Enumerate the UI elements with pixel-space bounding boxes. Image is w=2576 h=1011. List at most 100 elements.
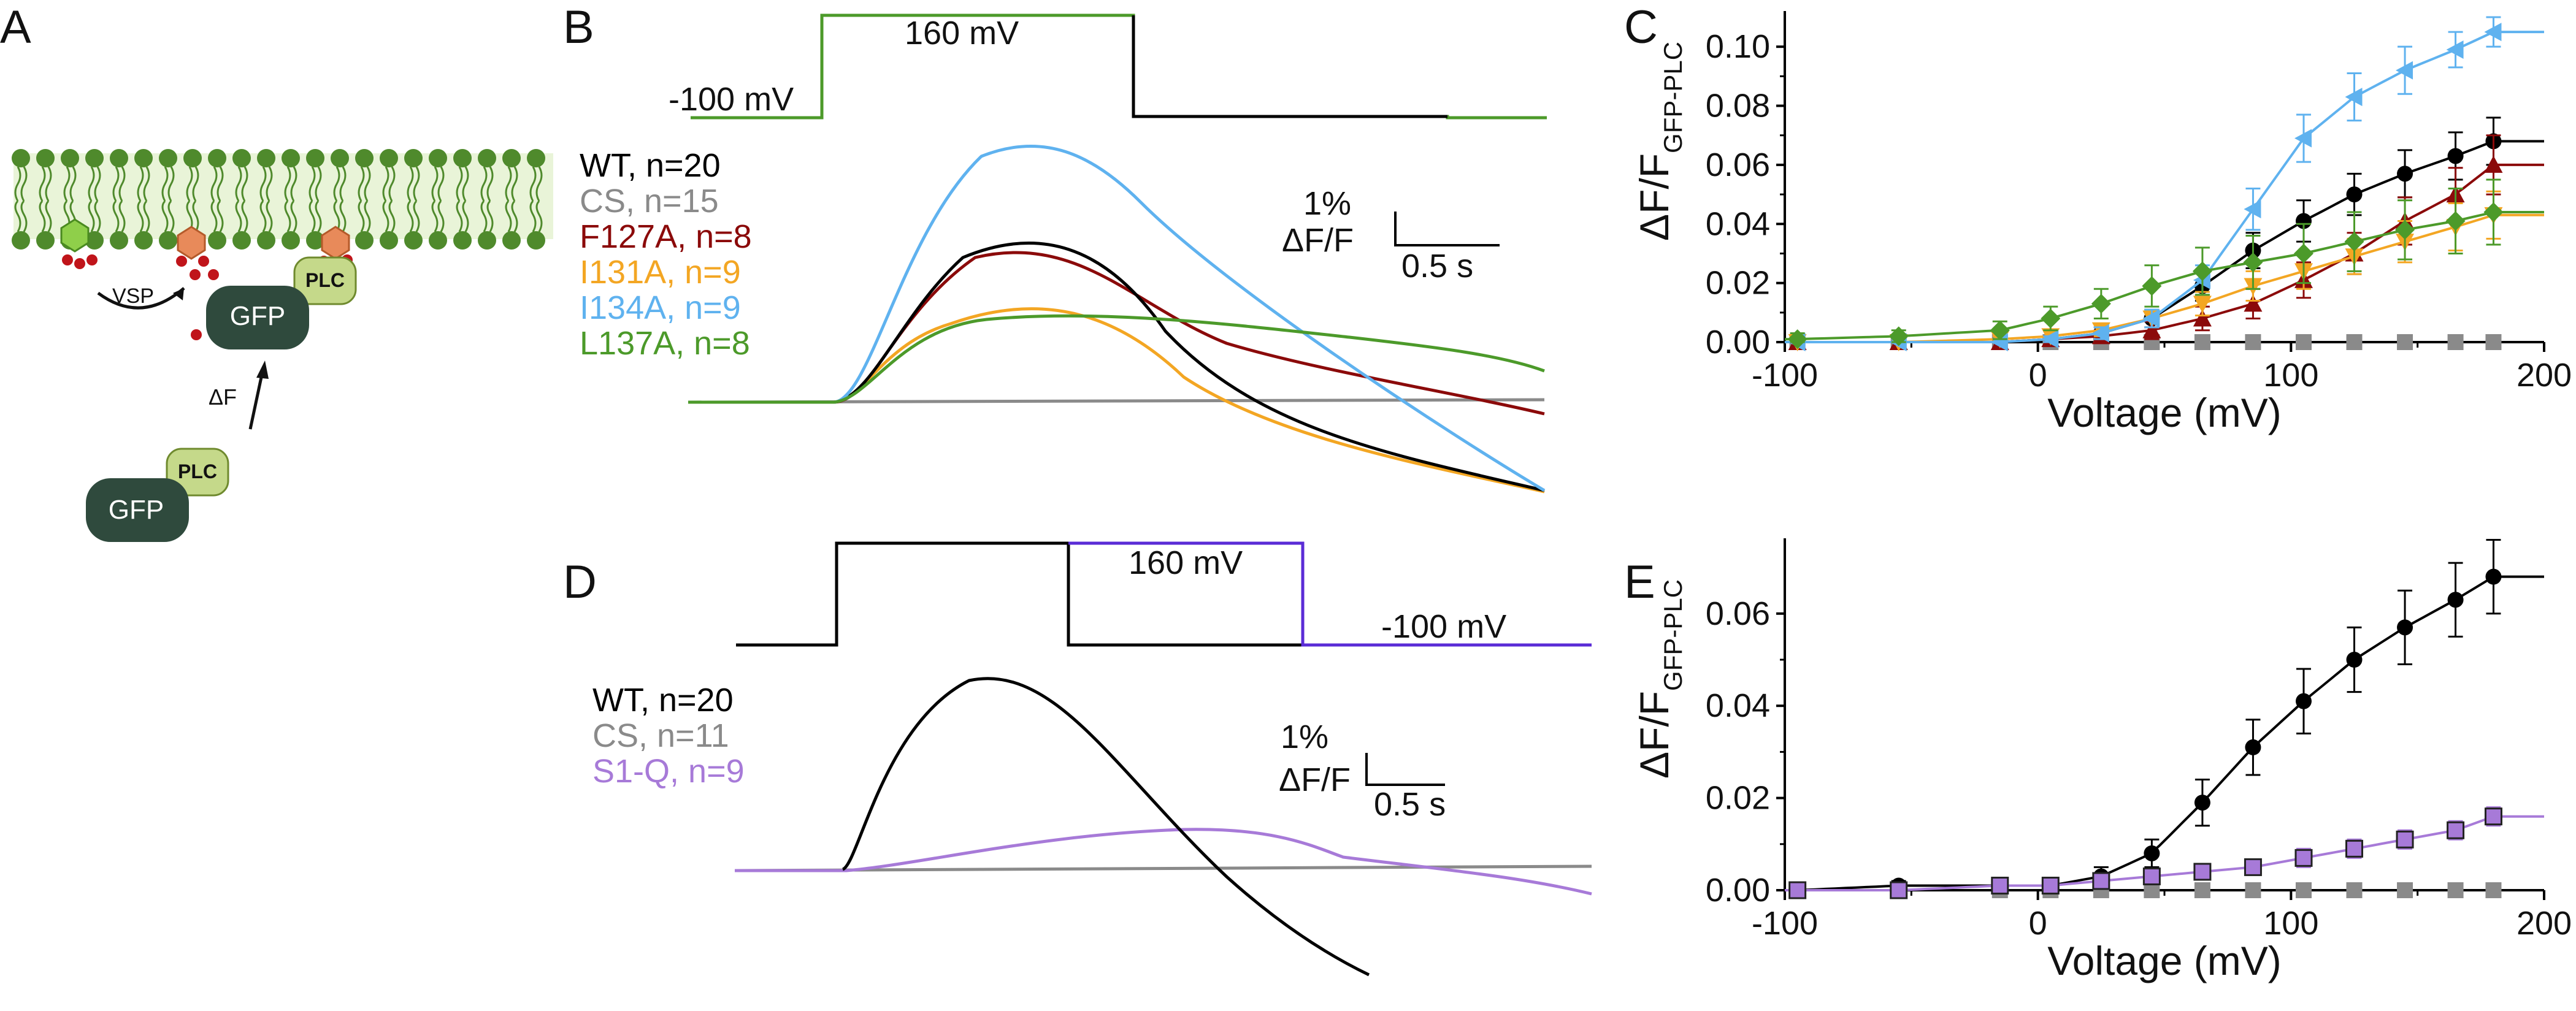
data-point <box>2445 211 2466 231</box>
lipid-tail-icon <box>137 200 144 232</box>
data-point <box>2091 294 2111 314</box>
data-point <box>2193 863 2212 881</box>
data-point <box>2245 739 2261 755</box>
scale-bar <box>1365 753 1445 786</box>
data-point <box>2295 334 2312 350</box>
lipid-head-icon <box>478 231 496 250</box>
arrowhead-icon <box>173 288 184 300</box>
lipid-tail-icon <box>339 166 347 202</box>
lipid-tail-icon <box>315 166 322 202</box>
panel-c-chart: 0.00 0.02 0.04 0.06 0.08 0.10 -100 0 100 200 Volta… <box>1631 11 2572 435</box>
lipid-tail-icon <box>486 166 494 202</box>
lipid-head-icon <box>527 149 545 167</box>
data-point <box>1990 333 2008 351</box>
lipid-head-icon <box>159 231 177 250</box>
trace-cs <box>734 864 1592 872</box>
data-point <box>2344 232 2364 252</box>
x-tick-label: -100 <box>1752 357 1818 394</box>
lipid-tail-icon <box>333 200 340 232</box>
lipid-tail-icon <box>382 166 389 202</box>
data-point <box>2294 849 2313 867</box>
lipid-head-icon <box>429 231 447 250</box>
data-point <box>2193 296 2212 313</box>
data-point <box>2397 334 2413 350</box>
data-point <box>2484 23 2502 42</box>
data-point <box>2194 334 2210 350</box>
data-point <box>1787 329 1807 349</box>
data-point <box>2295 882 2312 898</box>
fit-curve <box>1785 213 2544 343</box>
data-point <box>2345 88 2363 107</box>
lipid-tail-icon <box>364 200 371 232</box>
lipid-tail-icon <box>456 166 463 202</box>
lipid-tail-icon <box>266 200 273 232</box>
gfp-domain-icon <box>86 478 189 542</box>
lipid-tail-icon <box>112 200 120 232</box>
lipid-head-icon <box>453 149 472 167</box>
data-point <box>2345 839 2363 858</box>
lipid-tail-icon <box>14 200 21 232</box>
lipid-head-icon <box>282 149 300 167</box>
lipid-tail-icon <box>437 166 445 202</box>
fit-curve <box>1785 211 2544 341</box>
data-point <box>2396 830 2414 849</box>
lipid-head-icon <box>208 231 226 250</box>
lipid-tail-icon <box>529 166 537 202</box>
scale-y2-label: ΔF/F <box>1282 222 1354 259</box>
plc-label-bottom: PLC <box>178 460 217 483</box>
data-point <box>2142 309 2160 328</box>
lipid-tail-icon <box>167 166 175 202</box>
data-point <box>2397 166 2413 182</box>
lipid-head-icon <box>159 149 177 167</box>
x-tick-label: -100 <box>1752 905 1818 942</box>
voltage-high-label: 160 mV <box>1129 544 1243 581</box>
lipid-tail-icon <box>20 166 28 202</box>
x-tick-label: 100 <box>2263 905 2318 942</box>
data-point <box>2395 219 2415 240</box>
trace-wt <box>688 242 1545 492</box>
lipid-tail-icon <box>45 166 52 202</box>
y-axis-title: ΔF/FGFP-PLC <box>1631 579 1687 779</box>
lipid-head-icon <box>36 149 55 167</box>
lipid-head-icon <box>36 231 55 250</box>
data-point <box>2447 882 2464 898</box>
y-tick-label: 0.00 <box>1706 872 1770 909</box>
x-tick-label: 0 <box>2029 357 2047 394</box>
legend-entry: CS, n=11 <box>592 717 729 754</box>
lipid-tail-icon <box>186 166 193 202</box>
y-axis-title-main: ΔF/F <box>1631 153 1677 241</box>
data-point <box>2446 40 2464 59</box>
lipid-tail-icon <box>241 166 248 202</box>
lipid-tail-icon <box>118 166 126 202</box>
x-tick-label: 200 <box>2517 357 2572 394</box>
data-point <box>2484 155 2503 173</box>
trace-s1q <box>735 828 1592 896</box>
lipid-tail-icon <box>217 166 224 202</box>
lipid-head-icon <box>502 231 521 250</box>
data-point <box>2041 308 2061 329</box>
data-point <box>2447 592 2464 608</box>
data-point <box>2483 202 2504 222</box>
data-point <box>2192 261 2212 281</box>
lipid-tail-icon <box>480 200 488 232</box>
lipid-tail-icon <box>69 166 77 202</box>
series-s1-q <box>1785 806 2544 899</box>
data-point <box>2244 294 2263 312</box>
data-point <box>2485 334 2502 350</box>
y-tick-label: 0.10 <box>1706 28 1770 65</box>
lipid-head-icon <box>306 231 324 250</box>
lipid-head-icon <box>355 149 374 167</box>
lipid-tail-icon <box>161 200 169 232</box>
lipid-head-icon <box>502 149 521 167</box>
lipid-tail-icon <box>339 200 347 232</box>
lipid-tail-icon <box>143 166 150 202</box>
lipid-head-icon <box>380 149 398 167</box>
y-tick-label: 0.02 <box>1706 265 1770 302</box>
vsp-enzyme-icon <box>60 218 90 253</box>
data-point <box>2244 858 2262 876</box>
series-f127a <box>1785 134 2544 350</box>
lipid-head-icon <box>12 231 30 250</box>
